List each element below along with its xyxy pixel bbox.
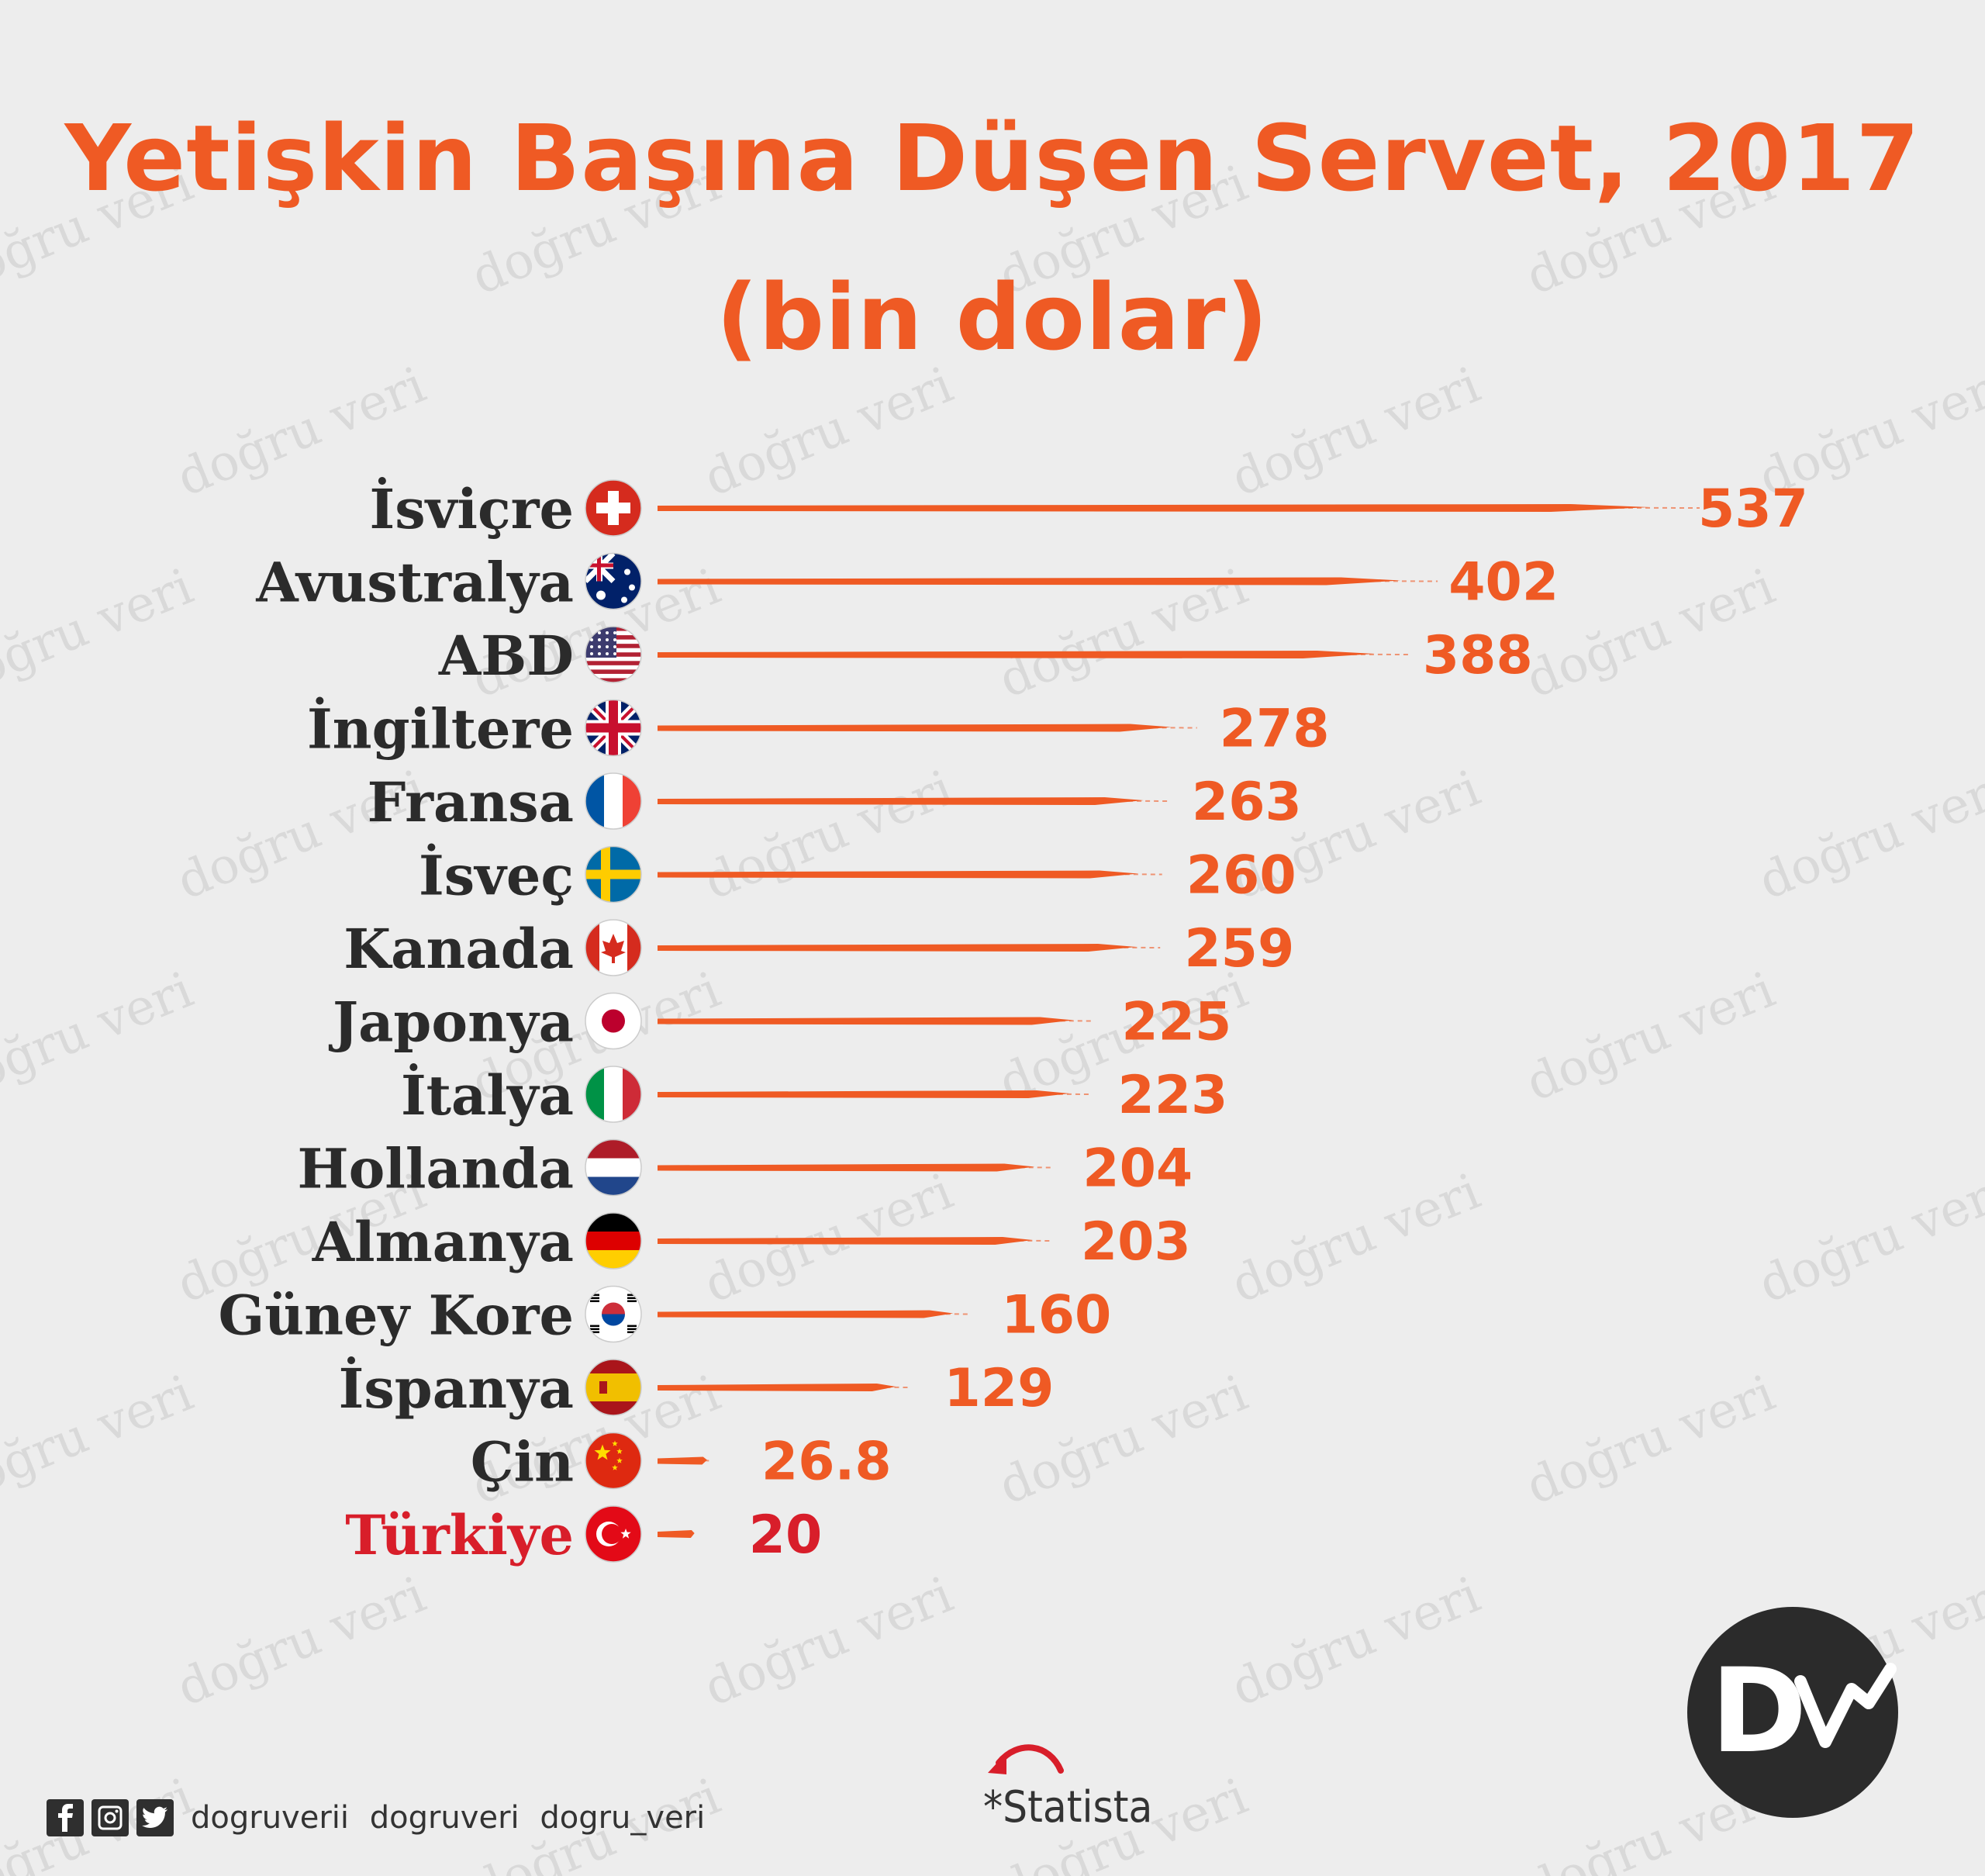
bar [658, 944, 1161, 952]
china-flag-icon [585, 1432, 642, 1490]
bar-row: Hollanda 204 [297, 1137, 1193, 1201]
australia-flag-icon [585, 552, 642, 610]
bar [658, 504, 1700, 512]
facebook-handle[interactable]: dogruverii [191, 1800, 350, 1836]
bar-row: İspanya 129 [339, 1356, 1055, 1421]
value-label: 203 [1081, 1211, 1191, 1273]
bar-row: Avustralya 402 [255, 551, 1559, 615]
svg-text:D: D [1711, 1644, 1807, 1779]
category-label: İsveç [419, 844, 574, 908]
bar [658, 577, 1438, 586]
italy-flag-icon [585, 1066, 642, 1123]
value-label: 225 [1121, 992, 1231, 1053]
value-label: 223 [1118, 1065, 1228, 1126]
instagram-icon[interactable] [91, 1799, 129, 1836]
social-handles: dogruverii dogruveri dogru_veri [191, 1800, 716, 1836]
category-label: Almanya [312, 1210, 574, 1274]
bar [658, 1017, 1095, 1025]
source-label: *Statista [983, 1782, 1153, 1833]
category-label: Avustralya [255, 551, 574, 615]
chart-title: Yetişkin Başına Düşen Servet, 2017 [64, 105, 1921, 212]
instagram-handle[interactable]: dogruveri [369, 1800, 520, 1836]
value-label: 388 [1423, 625, 1533, 686]
category-label: ABD [438, 624, 574, 688]
social-links: dogruverii dogruveri dogru_veri [47, 1798, 716, 1838]
bar [658, 797, 1169, 805]
bar-row: İngiltere 278 [307, 697, 1330, 762]
spain-flag-icon [585, 1359, 642, 1416]
bar-row: İsveç 260 [419, 844, 1296, 908]
bar [658, 724, 1197, 732]
bar-row: Çin 26.8 [471, 1430, 892, 1494]
dogru-veri-logo: D [1687, 1607, 1898, 1818]
category-label: Japonya [328, 990, 574, 1055]
south-korea-flag-icon [585, 1285, 642, 1343]
uk-flag-icon [585, 699, 642, 757]
twitter-icon[interactable] [136, 1799, 174, 1836]
japan-flag-icon [585, 992, 642, 1050]
curved-arrow-icon [988, 1744, 1064, 1774]
category-label: İsviçre [370, 477, 574, 541]
category-label: Çin [471, 1430, 574, 1494]
value-label: 263 [1192, 772, 1302, 833]
bar-row: Kanada 259 [343, 917, 1294, 981]
value-label: 260 [1186, 845, 1296, 907]
usa-flag-icon [585, 626, 642, 683]
bar [658, 1530, 697, 1538]
value-label: 160 [1001, 1285, 1111, 1346]
bar-row: Almanya 203 [312, 1210, 1191, 1274]
bar [658, 1163, 1054, 1172]
bar [658, 1310, 968, 1318]
category-label: Güney Kore [218, 1283, 574, 1348]
germany-flag-icon [585, 1212, 642, 1270]
twitter-handle[interactable]: dogru_veri [540, 1800, 706, 1836]
value-label: 129 [944, 1358, 1054, 1419]
facebook-icon[interactable] [47, 1799, 84, 1836]
value-label: 204 [1082, 1138, 1193, 1200]
bar-row: İsviçre 537 [370, 477, 1808, 541]
bar-row: İtalya 223 [401, 1063, 1228, 1128]
value-label: 537 [1698, 479, 1808, 540]
value-label: 26.8 [761, 1432, 892, 1493]
bar [658, 1237, 1052, 1245]
value-label: 402 [1448, 552, 1559, 613]
bar-row: Türkiye 20 [345, 1503, 822, 1567]
france-flag-icon [585, 772, 642, 830]
category-label: İngiltere [307, 697, 574, 762]
bar [658, 870, 1162, 879]
bar [658, 1456, 710, 1465]
bar-row: ABD 388 [438, 624, 1533, 688]
category-label: Fransa [368, 770, 574, 834]
bar-row: Japonya 225 [328, 990, 1231, 1055]
category-label: Türkiye [345, 1503, 574, 1567]
value-label: 20 [749, 1505, 823, 1566]
chart-subtitle: (bin dolar) [716, 264, 1269, 371]
bar-row: Güney Kore 160 [218, 1283, 1111, 1348]
switzerland-flag-icon [585, 479, 642, 537]
turkey-flag-icon [585, 1505, 642, 1563]
category-label: Hollanda [297, 1137, 574, 1201]
bar [658, 651, 1411, 658]
bar [658, 1090, 1091, 1098]
sweden-flag-icon [585, 845, 642, 903]
bar-row: Fransa 263 [368, 770, 1302, 834]
category-label: İspanya [339, 1356, 574, 1421]
value-label: 259 [1184, 918, 1294, 979]
canada-flag-icon [585, 919, 642, 976]
netherlands-flag-icon [585, 1138, 642, 1197]
category-label: Kanada [343, 917, 574, 981]
category-label: İtalya [401, 1063, 574, 1128]
bar [658, 1384, 908, 1391]
value-label: 278 [1220, 699, 1330, 760]
